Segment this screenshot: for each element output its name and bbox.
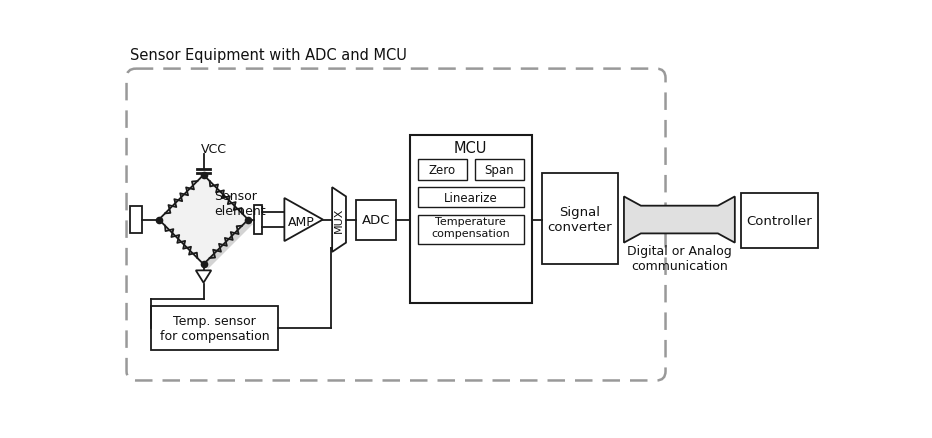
Text: AMP: AMP: [288, 216, 315, 229]
Polygon shape: [624, 197, 734, 243]
Text: MUX: MUX: [334, 207, 344, 233]
Text: Temp. sensor
for compensation: Temp. sensor for compensation: [160, 314, 269, 343]
Bar: [356, 200, 396, 240]
Polygon shape: [332, 188, 346, 252]
Bar: [254, 205, 262, 235]
Text: Sensor
element: Sensor element: [214, 189, 266, 217]
Text: VCC: VCC: [201, 143, 227, 156]
Bar: [130, 207, 142, 233]
Bar: [151, 306, 279, 351]
Text: Controller: Controller: [747, 214, 813, 227]
Text: Temperature
compensation: Temperature compensation: [432, 217, 510, 239]
Bar: [741, 193, 818, 248]
Bar: [418, 215, 524, 244]
Polygon shape: [163, 180, 253, 269]
Bar: [418, 160, 467, 180]
Text: ADC: ADC: [362, 214, 391, 226]
Bar: [418, 188, 524, 208]
Bar: [410, 135, 531, 303]
Text: Span: Span: [485, 164, 514, 177]
Text: Zero: Zero: [429, 164, 456, 177]
Text: Sensor Equipment with ADC and MCU: Sensor Equipment with ADC and MCU: [130, 48, 406, 64]
Bar: [474, 160, 524, 180]
Text: MCU: MCU: [454, 140, 487, 155]
Text: Linearize: Linearize: [444, 191, 498, 204]
Text: Digital or Analog
communication: Digital or Analog communication: [627, 244, 732, 272]
Polygon shape: [158, 176, 248, 265]
Text: Signal
converter: Signal converter: [548, 205, 612, 233]
Polygon shape: [284, 198, 322, 241]
Bar: [542, 174, 618, 265]
Polygon shape: [196, 271, 212, 283]
